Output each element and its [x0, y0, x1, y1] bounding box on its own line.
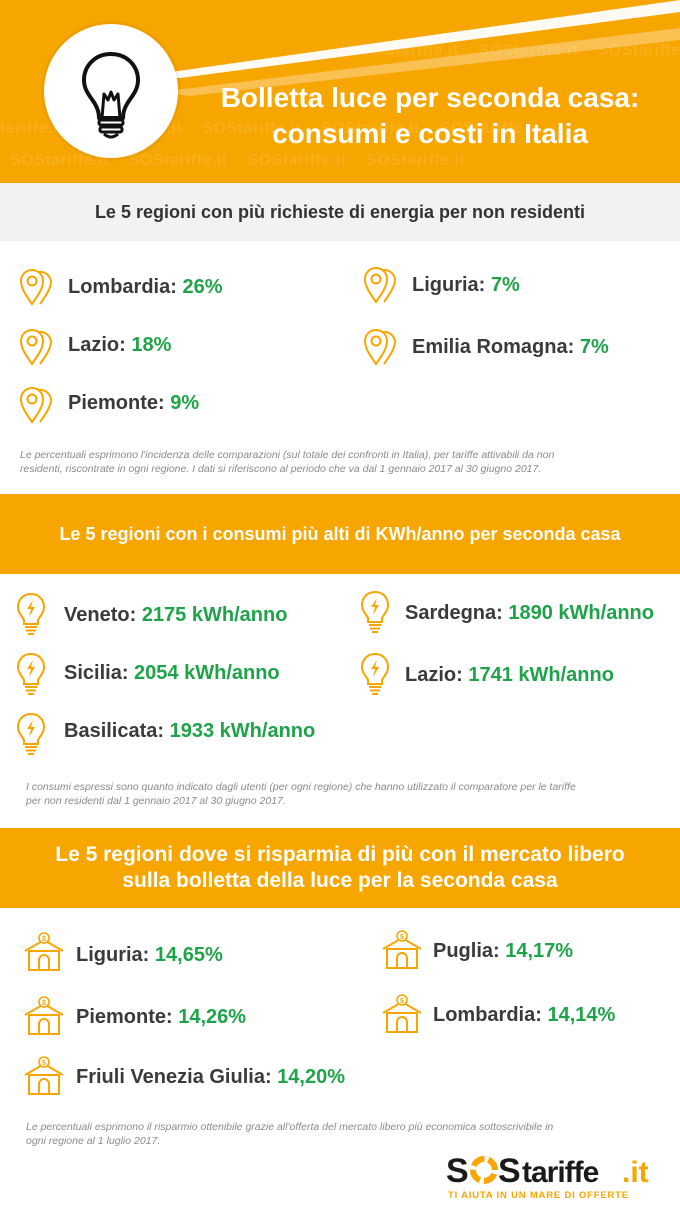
svg-text:.it: .it — [622, 1156, 649, 1189]
svg-text:tariffe: tariffe — [522, 1156, 599, 1189]
region-name: Lazio: — [68, 334, 126, 356]
note-line: ogni regione al 1 luglio 2017. — [26, 1135, 161, 1147]
region-name: Piemonte: — [76, 1006, 173, 1028]
house-savings-icon: $ — [24, 1056, 64, 1095]
list-item: Piemonte: 9% — [68, 392, 199, 415]
svg-text:$: $ — [42, 936, 46, 943]
list-item: Piemonte: 14,26% — [76, 1006, 246, 1029]
list-item: Basilicata: 1933 kWh/anno — [64, 720, 315, 743]
region-value: 18% — [131, 334, 172, 356]
title-line-2: consumi e costi in Italia — [272, 118, 588, 149]
energy-bulb-icon — [360, 590, 390, 633]
region-name: Liguria: — [76, 944, 150, 966]
note-line: Le percentuali esprimono il risparmio ot… — [26, 1121, 554, 1133]
region-name: Piemonte: — [68, 392, 165, 414]
note-line: residenti, riscontrate in ogni regione. … — [20, 463, 542, 475]
note-line: Le percentuali esprimono l'incidenza del… — [20, 449, 555, 461]
region-value: 1890 kWh/anno — [508, 602, 654, 624]
list-item: Sicilia: 2054 kWh/anno — [64, 662, 280, 685]
house-savings-icon: $ — [24, 932, 64, 971]
region-name: Lazio: — [405, 664, 463, 686]
region-name: Basilicata: — [64, 720, 165, 742]
region-value: 14,14% — [547, 1004, 616, 1026]
logo-tagline: TI AIUTA IN UN MARE DI OFFERTE — [448, 1190, 629, 1201]
region-value: 7% — [490, 274, 520, 296]
section2-heading: Le 5 regioni con i consumi più alti di K… — [0, 494, 680, 574]
list-item: Lombardia: 14,14% — [433, 1004, 615, 1027]
list-item: Liguria: 7% — [412, 274, 520, 297]
region-name: Sicilia: — [64, 662, 129, 684]
map-pin-icon — [19, 269, 53, 306]
energy-bulb-icon — [360, 652, 390, 695]
lightbulb-icon — [82, 52, 140, 139]
list-item: Friuli Venezia Giulia: 14,20% — [76, 1066, 345, 1089]
sostariffe-logo-icon: S S tariffe .it TI AIUTA IN UN MARE DI O… — [446, 1152, 649, 1201]
energy-bulb-icon — [16, 712, 46, 755]
region-value: 14,17% — [505, 940, 574, 962]
section3-note: Le percentuali esprimono il risparmio ot… — [26, 1120, 666, 1148]
svg-text:S: S — [498, 1152, 520, 1190]
list-item: Sardegna: 1890 kWh/anno — [405, 602, 654, 625]
heading-line: Le 5 regioni dove si risparmia di più co… — [55, 843, 625, 866]
bulb-circle — [44, 24, 178, 158]
house-savings-icon: $ — [382, 994, 422, 1033]
section1-note: Le percentuali esprimono l'incidenza del… — [20, 448, 660, 476]
energy-bulb-icon — [16, 592, 46, 635]
list-item: Lazio: 1741 kWh/anno — [405, 664, 614, 687]
region-value: 2175 kWh/anno — [141, 604, 288, 626]
region-value: 7% — [579, 336, 609, 358]
region-name: Friuli Venezia Giulia: — [76, 1066, 272, 1088]
region-value: 9% — [170, 392, 200, 414]
region-value: 26% — [182, 276, 223, 298]
region-name: Puglia: — [433, 940, 500, 962]
note-line: per non residenti dal 1 gennaio 2017 al … — [26, 795, 286, 807]
region-name: Sardegna: — [405, 602, 503, 624]
map-pin-icon — [19, 329, 53, 366]
heading-line: sulla bolletta della luce per la seconda… — [122, 869, 558, 892]
region-name: Lombardia: — [68, 276, 177, 298]
region-value: 2054 kWh/anno — [134, 662, 280, 684]
note-line: I consumi espressi sono quanto indicato … — [26, 781, 576, 793]
map-pin-icon — [363, 329, 397, 366]
region-value: 14,20% — [277, 1066, 346, 1088]
brand-logo: S S tariffe .it TI AIUTA IN UN MARE DI O… — [446, 1148, 662, 1204]
section2-note: I consumi espressi sono quanto indicato … — [26, 780, 666, 808]
page-title: Bolletta luce per seconda casa: consumi … — [190, 80, 670, 152]
list-item: Emilia Romagna: 7% — [412, 336, 609, 359]
map-pin-icon — [363, 267, 397, 304]
region-value: 14,26% — [178, 1006, 247, 1028]
svg-text:S: S — [446, 1152, 468, 1190]
list-item: Puglia: 14,17% — [433, 940, 573, 963]
region-name: Lombardia: — [433, 1004, 542, 1026]
region-value: 1933 kWh/anno — [169, 720, 316, 742]
map-pin-icon — [19, 387, 53, 424]
section3-heading: Le 5 regioni dove si risparmia di più co… — [0, 828, 680, 908]
energy-bulb-icon — [16, 652, 46, 695]
svg-text:$: $ — [42, 1000, 46, 1007]
list-item: Veneto: 2175 kWh/anno — [64, 604, 287, 627]
list-item: Lombardia: 26% — [68, 276, 223, 299]
region-value: 14,65% — [154, 944, 223, 966]
region-name: Emilia Romagna: — [412, 336, 575, 358]
header-stripes — [150, 0, 680, 96]
house-savings-icon: $ — [24, 996, 64, 1035]
house-savings-icon: $ — [382, 930, 422, 969]
list-item: Lazio: 18% — [68, 334, 171, 357]
list-item: Liguria: 14,65% — [76, 944, 223, 967]
svg-text:$: $ — [400, 998, 404, 1005]
header-banner: SOStariffe.it SOStariffe.it SOStariffe.i… — [0, 0, 680, 183]
region-name: Liguria: — [412, 274, 486, 296]
section1-heading: Le 5 regioni con più richieste di energi… — [0, 183, 680, 241]
title-line-1: Bolletta luce per seconda casa: — [220, 82, 640, 113]
svg-text:$: $ — [400, 934, 404, 941]
region-name: Veneto: — [64, 604, 137, 626]
svg-text:$: $ — [42, 1060, 46, 1067]
region-value: 1741 kWh/anno — [468, 664, 614, 686]
